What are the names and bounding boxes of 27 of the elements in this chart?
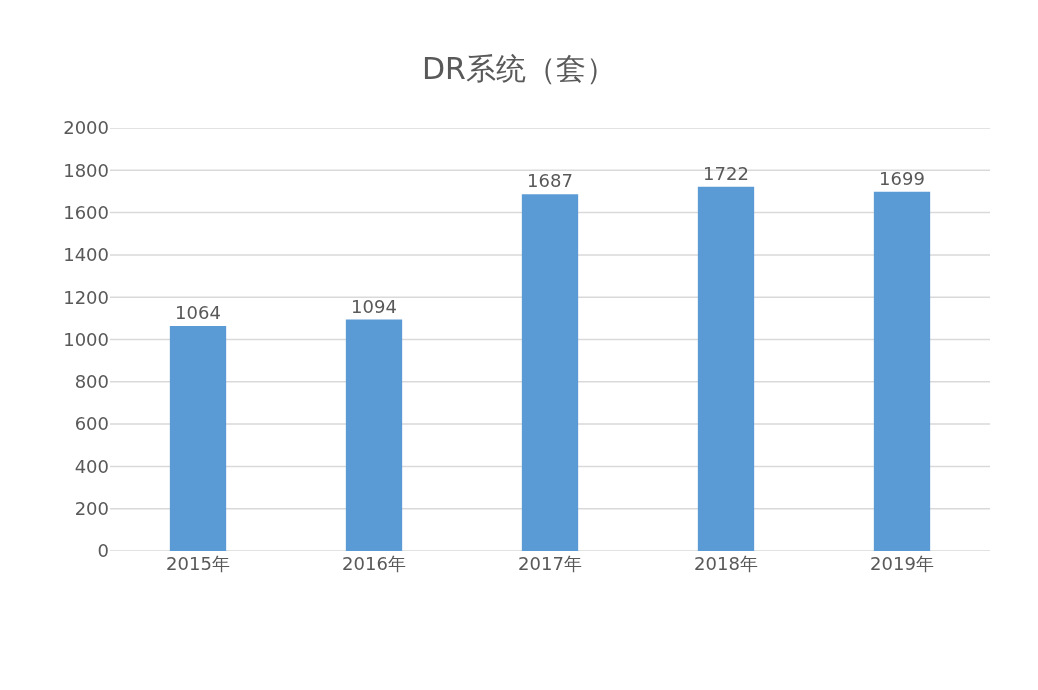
y-tick-label: 800	[74, 371, 109, 393]
bar	[697, 186, 755, 551]
bar	[873, 191, 931, 551]
data-label: 1722	[703, 162, 749, 184]
data-label: 1687	[527, 170, 573, 192]
y-tick-label: 200	[74, 498, 109, 519]
bar	[345, 319, 403, 551]
chart-title: DR系统（套）	[422, 50, 616, 86]
x-tick-label: 2019年	[870, 553, 934, 574]
y-tick-label: 1800	[63, 159, 109, 181]
data-label: 1064	[175, 301, 221, 323]
x-tick-label: 2018年	[694, 553, 758, 574]
data-label: 1699	[879, 167, 925, 189]
data-label: 1094	[351, 295, 397, 317]
bar	[169, 325, 227, 551]
bar	[521, 194, 579, 551]
y-tick-label: 2000	[63, 117, 109, 139]
y-tick-label: 0	[97, 540, 109, 562]
x-tick-label: 2016年	[342, 553, 406, 574]
x-tick-label: 2017年	[518, 553, 582, 574]
y-tick-label: 400	[74, 455, 109, 477]
y-tick-label: 1400	[63, 244, 109, 266]
y-tick-label: 600	[74, 413, 109, 435]
y-tick-label: 1200	[63, 286, 109, 308]
x-tick-label: 2015年	[166, 553, 230, 574]
y-tick-label: 1600	[63, 201, 109, 223]
y-tick-label: 1000	[63, 328, 109, 350]
